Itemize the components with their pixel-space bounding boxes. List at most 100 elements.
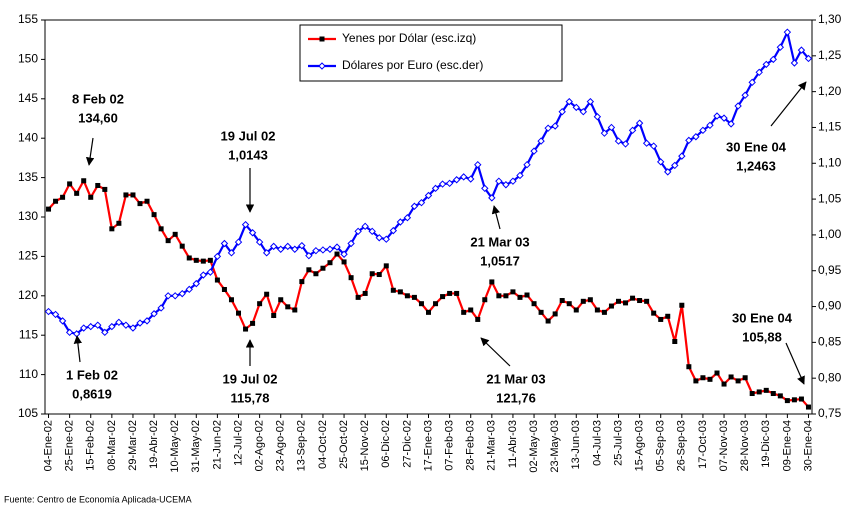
point bbox=[269, 242, 278, 251]
annotation-arrow bbox=[770, 81, 807, 127]
point bbox=[44, 307, 53, 316]
point bbox=[755, 68, 763, 77]
point bbox=[559, 298, 565, 304]
x-tick-label: 21-Jun-02 bbox=[211, 420, 223, 470]
point bbox=[756, 389, 762, 395]
point bbox=[213, 252, 222, 261]
y2-tick-label: 1,05 bbox=[818, 191, 842, 205]
x-tick-label: 02-Ago-02 bbox=[254, 420, 266, 471]
point bbox=[284, 242, 292, 251]
point bbox=[171, 292, 179, 300]
annotation: 1,2463 bbox=[736, 158, 776, 173]
x-tick-label: 19-Abr-02 bbox=[148, 420, 160, 469]
x-tick-label: 15-Nov-02 bbox=[359, 420, 371, 471]
point bbox=[720, 114, 728, 122]
point bbox=[797, 46, 806, 54]
point bbox=[791, 397, 797, 403]
y-tick-label: 110 bbox=[19, 367, 38, 381]
legend-marker bbox=[318, 62, 326, 70]
point bbox=[805, 404, 811, 410]
point bbox=[489, 279, 495, 285]
point bbox=[341, 259, 347, 265]
point bbox=[558, 107, 566, 116]
point bbox=[777, 393, 783, 399]
point bbox=[327, 260, 333, 266]
point bbox=[411, 294, 417, 300]
point bbox=[798, 396, 804, 402]
point bbox=[658, 316, 664, 322]
point bbox=[524, 292, 530, 298]
point bbox=[403, 214, 412, 222]
point bbox=[257, 301, 263, 307]
x-tick-label: 06-Dic-02 bbox=[380, 420, 392, 468]
point bbox=[468, 307, 474, 313]
point bbox=[207, 257, 213, 263]
point bbox=[551, 122, 559, 130]
point bbox=[783, 28, 792, 36]
y2-tick-label: 0,75 bbox=[818, 406, 842, 420]
point bbox=[509, 177, 517, 185]
annotation: 0,8619 bbox=[72, 386, 112, 401]
point bbox=[642, 139, 651, 147]
point bbox=[186, 255, 192, 261]
point bbox=[206, 268, 215, 276]
point bbox=[488, 194, 496, 202]
point bbox=[572, 103, 580, 112]
y-tick-label: 115 bbox=[19, 327, 38, 341]
x-tick-label: 15-Feb-02 bbox=[85, 420, 97, 471]
point bbox=[510, 289, 516, 295]
point bbox=[495, 177, 503, 185]
annotation: 115,78 bbox=[230, 390, 269, 405]
x-tick-label: 13-Sep-02 bbox=[296, 420, 308, 471]
point bbox=[454, 290, 460, 296]
point bbox=[531, 301, 537, 307]
annotation-arrow bbox=[785, 342, 805, 385]
point bbox=[614, 137, 623, 145]
point bbox=[587, 297, 593, 303]
point bbox=[299, 279, 305, 285]
x-tick-label: 28-Feb-03 bbox=[465, 420, 477, 471]
point bbox=[545, 318, 551, 324]
x-tick-label: 17-Oct-03 bbox=[697, 420, 709, 469]
annotation: 21 Mar 03 bbox=[486, 371, 545, 386]
point bbox=[426, 309, 431, 315]
point bbox=[502, 181, 510, 189]
point bbox=[227, 249, 236, 257]
point bbox=[523, 160, 531, 169]
annotation-arrow bbox=[491, 205, 501, 230]
point bbox=[678, 152, 686, 160]
x-tick-label: 21-Mar-03 bbox=[486, 420, 498, 471]
point bbox=[333, 243, 341, 251]
y-tick-label: 140 bbox=[18, 130, 38, 144]
point bbox=[262, 249, 271, 257]
point bbox=[178, 289, 186, 298]
point bbox=[580, 298, 586, 304]
point bbox=[123, 192, 129, 198]
point bbox=[136, 319, 144, 327]
point bbox=[313, 271, 319, 277]
point bbox=[397, 289, 403, 295]
point bbox=[721, 381, 727, 387]
point bbox=[129, 324, 137, 332]
x-tick-label: 04-Ene-02 bbox=[42, 420, 54, 471]
point bbox=[635, 119, 644, 127]
point bbox=[600, 129, 609, 137]
point bbox=[79, 324, 88, 332]
point bbox=[749, 391, 755, 397]
point bbox=[369, 271, 375, 277]
point bbox=[383, 263, 389, 269]
point bbox=[552, 311, 558, 317]
point bbox=[776, 43, 785, 51]
point bbox=[714, 370, 720, 376]
point bbox=[94, 321, 102, 329]
point bbox=[586, 97, 595, 106]
point bbox=[320, 265, 326, 271]
point bbox=[326, 245, 334, 253]
point bbox=[686, 364, 692, 370]
point bbox=[389, 226, 398, 235]
point bbox=[707, 376, 713, 382]
point bbox=[593, 113, 602, 121]
point bbox=[150, 310, 158, 318]
legend-box bbox=[299, 24, 563, 82]
legend-marker bbox=[319, 36, 325, 42]
